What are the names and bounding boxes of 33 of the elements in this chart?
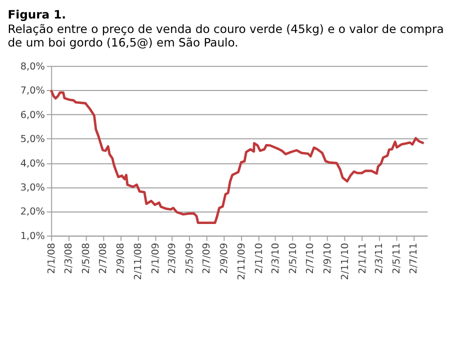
- y-tick-label: 5,0%: [20, 134, 45, 146]
- x-tick-label: 2/1/10: [254, 242, 265, 274]
- chart-title: Figura 1.: [8, 8, 66, 22]
- x-tick-label: 2/5/10: [288, 242, 299, 274]
- x-tick-label: 2/7/10: [305, 242, 316, 274]
- y-tick-label: 8,0%: [20, 61, 45, 72]
- x-tick-label: 2/3/11: [374, 242, 386, 274]
- y-tick-label: 2,0%: [20, 206, 45, 218]
- x-tick-label: 2/1/08: [46, 242, 58, 274]
- y-tick-label: 6,0%: [20, 110, 45, 121]
- x-tick-label: 2/9/09: [219, 242, 230, 274]
- x-tick-label: 2/5/08: [80, 242, 92, 274]
- x-tick-label: 2/7/08: [98, 242, 110, 274]
- y-tick-label: 4,0%: [20, 158, 45, 170]
- x-tick-label: 2/9/10: [322, 242, 334, 274]
- x-tick-label: 2/3/09: [167, 242, 178, 274]
- x-tick-label: 2/9/08: [116, 242, 127, 274]
- x-tick-label: 2/11/09: [236, 242, 248, 280]
- x-tick-label: 2/11/08: [132, 242, 144, 280]
- x-tick-label: 2/1/11: [357, 242, 368, 274]
- x-tick-label: 2/3/08: [63, 242, 74, 274]
- x-tick-label: 2/7/11: [408, 242, 420, 274]
- chart-subtitle: Relação entre o preço de venda do couro verde (45kg) e o valor de compra de um boi gordo (16,5@) em São Paulo.: [8, 22, 444, 50]
- x-tick-label: 2/5/09: [184, 242, 196, 274]
- y-tick-label: 7,0%: [20, 86, 45, 97]
- line-series: [50, 88, 425, 224]
- y-tick-label: 3,0%: [20, 182, 45, 194]
- x-tick-label: 2/3/10: [270, 242, 282, 274]
- y-tick-label: 1,0%: [20, 230, 45, 242]
- x-tick-label: 2/11/10: [340, 242, 351, 280]
- x-tick-label: 2/7/09: [202, 242, 213, 274]
- x-tick-label: 2/5/11: [391, 242, 402, 274]
- x-tick-label: 2/1/09: [150, 242, 162, 274]
